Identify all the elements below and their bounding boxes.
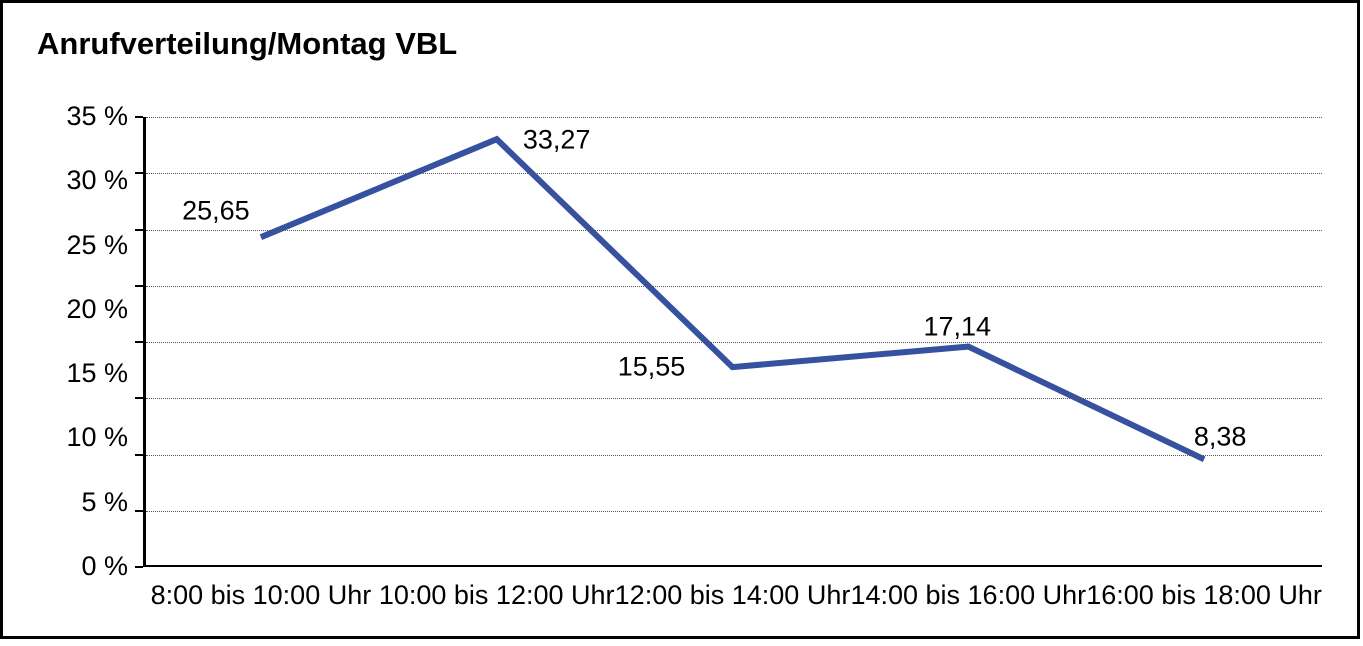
x-axis-line [143, 565, 1322, 567]
chart-title: Anrufverteilung/Montag VBL [37, 26, 458, 61]
y-tick-label: 10 % [66, 422, 128, 453]
y-tick-label: 20 % [66, 293, 128, 324]
x-tick-label: 10:00 bis 12:00 Uhr [378, 580, 615, 610]
x-tick-label: 12:00 bis 14:00 Uhr [614, 580, 851, 610]
x-tick-label: 8:00 bis 10:00 Uhr [150, 580, 372, 610]
y-tick-label: 15 % [66, 357, 128, 388]
y-axis-tick [135, 284, 143, 287]
y-axis-line [143, 117, 146, 567]
data-point-label: 25,65 [182, 195, 250, 226]
data-point-label: 17,14 [923, 311, 992, 342]
y-tick-label: 0 % [81, 550, 128, 581]
gridline [146, 398, 1322, 400]
y-axis-tick [135, 397, 143, 400]
data-point-label: 15,55 [617, 351, 686, 382]
x-tick-label: 14:00 bis 16:00 Uhr [850, 580, 1087, 610]
y-axis-tick [135, 509, 143, 512]
x-axis-labels: 8:00 bis 10:00 Uhr 10:00 bis 12:00 Uhr 12:… [143, 580, 1322, 620]
data-line [259, 135, 1206, 463]
data-point-label: 33,27 [522, 124, 591, 155]
gridline [146, 117, 1322, 118]
x-tick-label: 16:00 bis 18:00 Uhr [1086, 580, 1322, 610]
gridline [146, 173, 1322, 175]
y-axis-tick [135, 566, 143, 568]
y-tick-label: 35 % [66, 100, 128, 131]
y-axis-tick [135, 172, 143, 175]
y-axis-tick [135, 453, 143, 456]
y-tick-label: 25 % [66, 229, 128, 260]
y-tick-label: 30 % [66, 165, 128, 196]
gridline [146, 342, 1322, 343]
y-axis-tick [135, 228, 143, 231]
gridline [146, 510, 1322, 512]
y-axis-labels: 35 % 30 % 25 % 20 % 15 % 10 % 5 % 0 % [20, 101, 128, 581]
y-axis-tick [135, 116, 143, 118]
data-point-label: 8,38 [1193, 421, 1247, 452]
y-tick-label: 5 % [81, 486, 128, 517]
data-line-path [259, 135, 1206, 463]
gridline [146, 229, 1322, 231]
plot-area: 25,65 33,27 15,55 17,14 8,38 [135, 116, 1322, 568]
gridline [146, 285, 1322, 287]
y-axis-tick [135, 341, 143, 343]
gridline [146, 454, 1322, 456]
